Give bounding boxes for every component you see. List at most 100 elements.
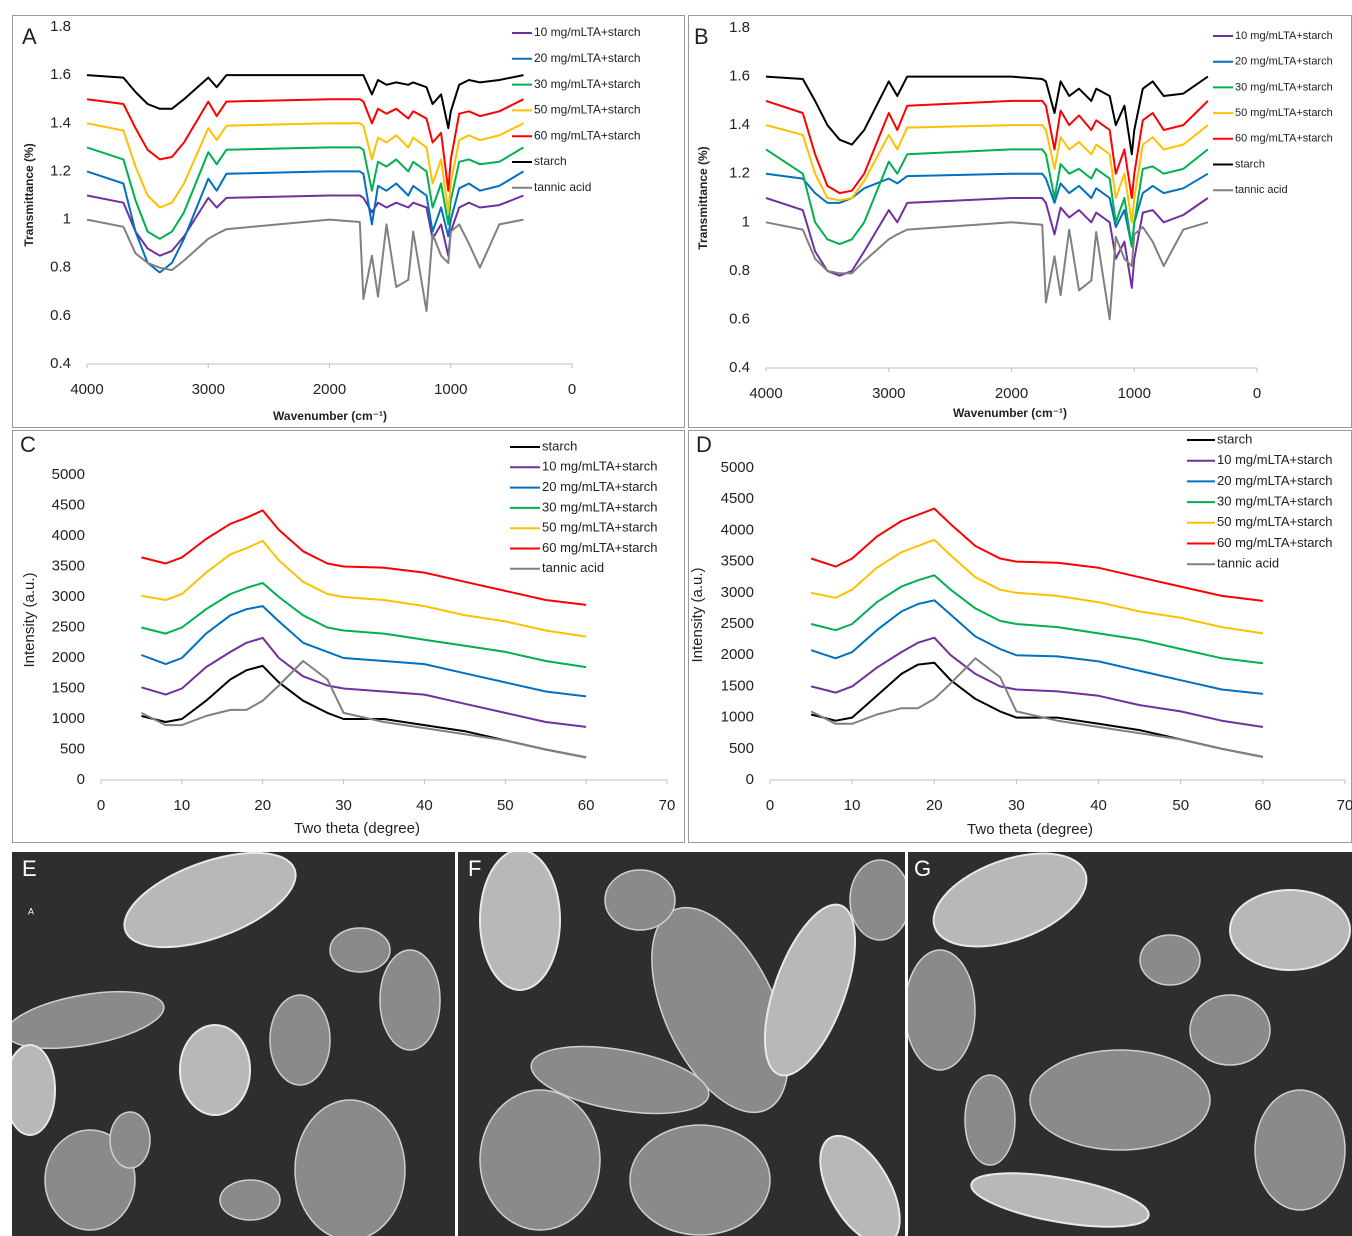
x-axis-title: Two theta (degree) xyxy=(294,820,420,837)
panel-label: D xyxy=(696,432,712,457)
data-line xyxy=(86,74,524,130)
y-tick-label: 1.4 xyxy=(50,114,71,131)
y-tick-label: 2500 xyxy=(52,618,85,635)
legend-label: 10 mg/mLTA+starch xyxy=(1235,30,1333,42)
data-line xyxy=(86,170,525,274)
x-tick-label: 1000 xyxy=(434,381,467,398)
data-line xyxy=(810,661,1264,758)
y-tick-label: 2500 xyxy=(721,615,754,632)
x-axis-title: Two theta (degree) xyxy=(967,821,1093,838)
legend-label: tannic acid xyxy=(534,180,591,194)
x-tick-label: 1000 xyxy=(1118,385,1151,402)
x-tick-label: 20 xyxy=(926,797,943,814)
data-line xyxy=(765,148,1209,248)
x-tick-label: 60 xyxy=(1255,797,1272,814)
y-tick-label: 0.8 xyxy=(50,259,71,276)
data-line xyxy=(810,599,1264,695)
x-tick-label: 50 xyxy=(1172,797,1189,814)
panel-label: G xyxy=(914,856,931,881)
legend-label: 20 mg/mLTA+starch xyxy=(1235,56,1333,68)
y-tick-label: 0.4 xyxy=(50,355,71,372)
data-line xyxy=(86,98,524,192)
x-tick-label: 4000 xyxy=(749,385,782,402)
legend-label: 60 mg/mLTA+starch xyxy=(542,540,657,555)
data-line xyxy=(141,636,587,728)
sem-image xyxy=(12,852,455,1236)
legend-label: 10 mg/mLTA+starch xyxy=(542,459,657,474)
y-tick-label: 1.6 xyxy=(50,66,71,83)
y-tick-label: 500 xyxy=(729,740,754,757)
legend-label: 30 mg/mLTA+starch xyxy=(1235,81,1333,93)
x-tick-label: 30 xyxy=(1008,797,1025,814)
y-tick-label: 3500 xyxy=(721,553,754,570)
data-line xyxy=(141,605,587,698)
x-tick-label: 10 xyxy=(174,797,191,814)
y-tick-label: 2000 xyxy=(52,649,85,666)
x-tick-label: 0 xyxy=(568,381,576,398)
data-line xyxy=(141,582,587,669)
sem-image xyxy=(908,852,1352,1236)
data-line xyxy=(810,657,1264,758)
x-tick-label: 70 xyxy=(659,797,676,814)
y-tick-label: 4000 xyxy=(52,527,85,544)
y-tick-label: 1.2 xyxy=(729,165,750,182)
y-tick-label: 2000 xyxy=(721,646,754,663)
data-line xyxy=(765,124,1209,224)
y-tick-label: 0.6 xyxy=(729,310,750,327)
panel-frame xyxy=(12,15,685,428)
x-axis-title: Wavenumber (cm⁻¹) xyxy=(273,409,387,423)
y-tick-label: 3000 xyxy=(721,584,754,601)
y-tick-label: 1.6 xyxy=(729,68,750,85)
y-axis-title: Intensity (a.u.) xyxy=(689,567,706,662)
legend-label: 50 mg/mLTA+starch xyxy=(1235,107,1333,119)
y-tick-label: 0.6 xyxy=(50,307,71,324)
legend-label: 50 mg/mLTA+starch xyxy=(542,520,657,535)
data-line xyxy=(141,509,587,606)
y-axis-title: Intensity (a.u.) xyxy=(21,572,38,667)
panel-frame xyxy=(688,430,1352,843)
y-tick-label: 0 xyxy=(746,771,754,788)
data-line xyxy=(86,218,524,312)
data-line xyxy=(765,197,1209,289)
panel-label: A xyxy=(22,24,37,49)
sem-image xyxy=(458,852,905,1236)
legend-label: 60 mg/mLTA+starch xyxy=(1217,535,1332,550)
panel-label: C xyxy=(20,432,36,457)
data-line xyxy=(810,574,1264,665)
y-tick-label: 5000 xyxy=(721,459,754,476)
legend-label: 50 mg/mLTA+starch xyxy=(534,103,641,117)
y-tick-label: 1.8 xyxy=(729,19,750,36)
x-tick-label: 60 xyxy=(578,797,595,814)
legend-label: tannic acid xyxy=(542,560,604,575)
legend-label: 10 mg/mLTA+starch xyxy=(1217,452,1332,467)
data-line xyxy=(86,122,524,214)
data-line xyxy=(140,660,587,759)
x-tick-label: 3000 xyxy=(872,385,905,402)
legend-label: starch xyxy=(534,154,567,168)
x-tick-label: 30 xyxy=(335,797,352,814)
y-tick-label: 500 xyxy=(60,740,85,757)
y-tick-label: 1000 xyxy=(721,709,754,726)
legend-label: starch xyxy=(542,438,577,453)
x-tick-label: 0 xyxy=(1253,385,1261,402)
legend-label: 30 mg/mLTA+starch xyxy=(1217,494,1332,509)
y-tick-label: 3500 xyxy=(52,557,85,574)
panel-label: F xyxy=(468,856,481,881)
legend-label: 20 mg/mLTA+starch xyxy=(1217,473,1332,488)
x-tick-label: 0 xyxy=(97,797,105,814)
legend-label: 60 mg/mLTA+starch xyxy=(534,128,641,142)
y-axis-title: Transmittance (%) xyxy=(696,146,710,249)
legend-label: 10 mg/mLTA+starch xyxy=(534,25,641,39)
data-line xyxy=(765,172,1209,248)
data-line xyxy=(86,146,525,240)
x-tick-label: 20 xyxy=(254,797,271,814)
data-line xyxy=(141,664,587,759)
y-tick-label: 5000 xyxy=(52,466,85,483)
x-tick-label: 4000 xyxy=(70,381,103,398)
x-tick-label: 2000 xyxy=(313,381,346,398)
y-tick-label: 4000 xyxy=(721,521,754,538)
x-tick-label: 40 xyxy=(1090,797,1107,814)
y-tick-label: 1.2 xyxy=(50,162,71,179)
data-line xyxy=(810,507,1264,602)
